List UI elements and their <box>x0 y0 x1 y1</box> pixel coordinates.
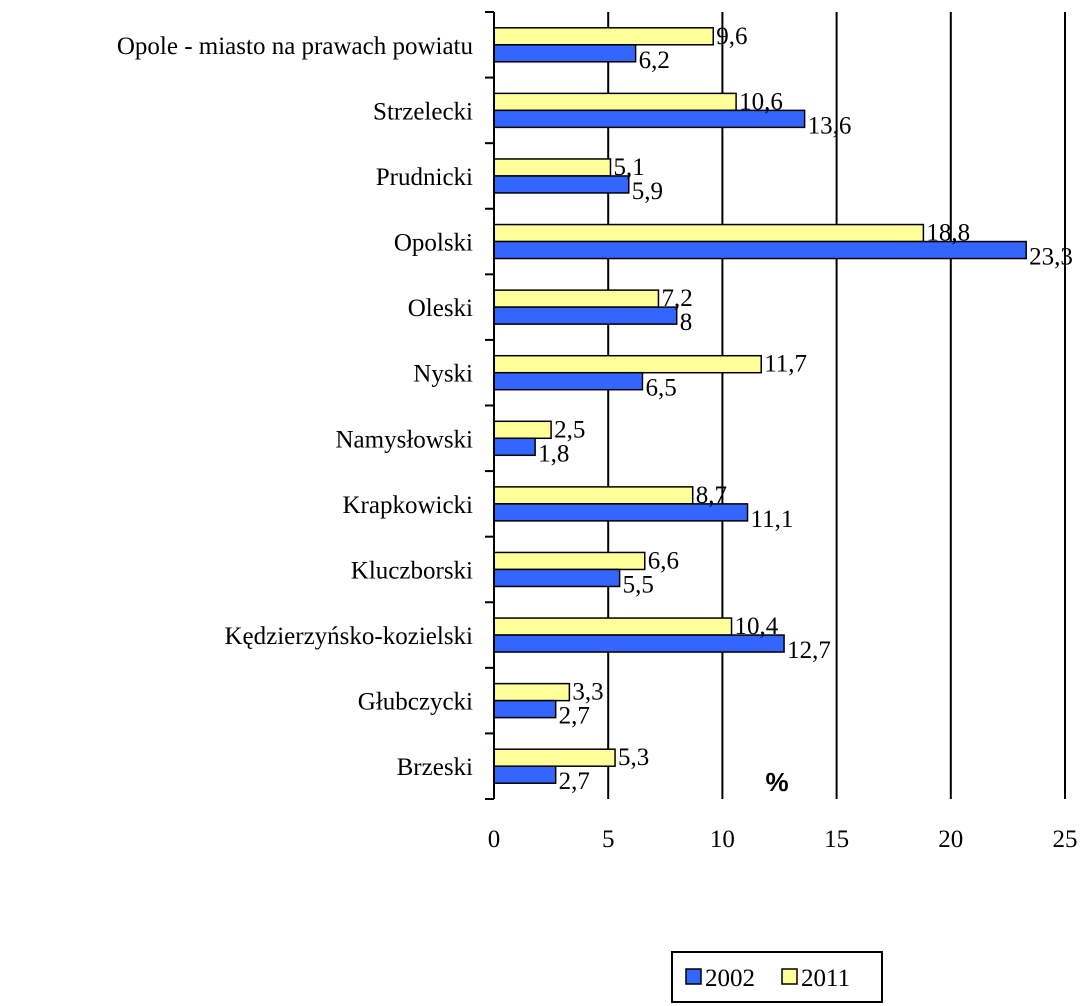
category-label: Oleski <box>408 295 473 322</box>
category-label: Opolski <box>394 230 473 257</box>
bar-2011 <box>493 420 552 440</box>
x-tick-label: 0 <box>488 826 501 853</box>
bar-2002 <box>493 699 557 719</box>
legend-swatch-2002 <box>685 968 702 985</box>
data-label-2011: 10,4 <box>735 613 779 640</box>
legend-label-2002: 2002 <box>705 965 755 992</box>
data-label-2002: 6,5 <box>645 375 676 402</box>
bar-2002 <box>493 175 630 194</box>
data-labels: 9,6 6,2 10,6 13,6 5,15,9 18,8 23,3 7,28 11,7 6,5 2… <box>538 23 1073 795</box>
legend: 2002 2011 <box>671 951 883 1003</box>
data-label-2011: 8,7 <box>696 482 727 509</box>
category-label: Nyski <box>413 361 473 388</box>
data-label-2002: 6,2 <box>639 47 670 74</box>
data-label-2002: 1,8 <box>538 440 569 467</box>
bar-2011 <box>493 92 737 112</box>
bar-2011 <box>493 551 646 571</box>
bar-2002 <box>493 371 644 391</box>
data-label-2011: 9,6 <box>716 23 747 50</box>
data-label-2011: 11,7 <box>764 351 807 378</box>
data-label-2011: 7,2 <box>661 285 692 312</box>
category-label: Prudnicki <box>376 164 473 191</box>
data-label-2011: 3,3 <box>572 679 603 706</box>
data-label-2002: 23,3 <box>1029 244 1073 271</box>
bars <box>493 27 1027 784</box>
bar-2011 <box>493 748 616 767</box>
data-label-2002: 11,1 <box>751 506 794 533</box>
data-label-2011: 10,6 <box>739 88 783 115</box>
data-label-2011: 5,3 <box>618 744 649 771</box>
bar-2011 <box>493 158 612 177</box>
bar-2011 <box>493 354 762 374</box>
x-tick-label: 5 <box>602 826 615 853</box>
x-tick-label: 20 <box>938 826 963 853</box>
category-label: Namysłowski <box>336 426 474 453</box>
category-label: Krapkowicki <box>342 492 473 519</box>
bar-2011 <box>493 27 715 46</box>
data-label-2002: 2,7 <box>559 703 590 730</box>
category-label: Brzeski <box>397 754 473 781</box>
x-tick-label: 10 <box>710 826 735 853</box>
data-label-2002: 2,7 <box>559 768 590 795</box>
data-label-2002: 5,5 <box>623 571 654 598</box>
legend-box <box>671 951 883 1003</box>
bar-2011 <box>493 486 694 505</box>
bar-2002 <box>493 437 536 457</box>
data-label-2011: 6,6 <box>648 547 679 574</box>
category-label: Głubczycki <box>358 689 473 716</box>
data-label-2002: 8 <box>680 309 693 336</box>
category-label: Kluczborski <box>351 557 473 584</box>
x-axis-label: % <box>765 767 788 797</box>
category-labels: Opole - miasto na prawach powiatu Strzele… <box>117 33 474 781</box>
bar-2002 <box>493 765 557 784</box>
axes <box>485 11 495 800</box>
legend-label-2011: 2011 <box>801 965 850 992</box>
data-label-2011: 18,8 <box>926 220 970 247</box>
bar-2011 <box>493 223 925 243</box>
data-label-2011: 5,1 <box>613 154 644 181</box>
data-label-2002: 12,7 <box>787 637 831 664</box>
bar-2011 <box>493 682 571 702</box>
data-label-2002: 13,6 <box>808 112 852 139</box>
bar-2002 <box>493 44 637 63</box>
data-label-2011: 2,5 <box>554 416 585 443</box>
bar-2002 <box>493 568 621 588</box>
category-label: Opole - miasto na prawach powiatu <box>117 33 474 60</box>
x-tick-labels: 0 5 10 15 20 25 <box>488 826 1078 853</box>
data-label-2002: 5,9 <box>632 178 663 205</box>
category-label: Strzelecki <box>373 98 473 125</box>
x-tick-label: 15 <box>824 826 849 853</box>
legend-swatch-2011 <box>781 968 798 985</box>
bar-2011 <box>493 617 733 636</box>
bar-2011 <box>493 289 660 308</box>
bar-2002 <box>493 306 678 325</box>
gridlines <box>607 12 1066 799</box>
category-label: Kędzierzyńsko-kozielski <box>224 623 473 650</box>
x-tick-label: 25 <box>1053 826 1078 853</box>
